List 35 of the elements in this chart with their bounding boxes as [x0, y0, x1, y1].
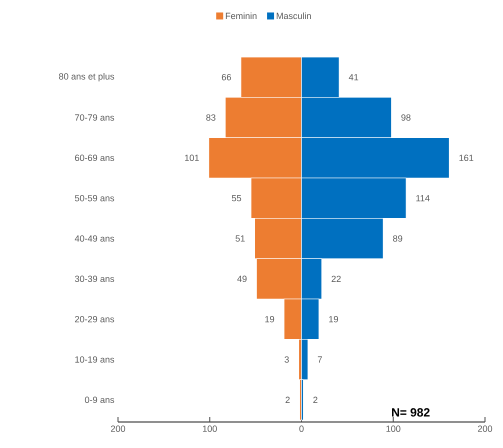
data-label: 161 [459, 154, 474, 162]
y-tick-label: 0-9 ans [84, 396, 114, 404]
legend-label: Masculin [276, 12, 311, 20]
y-tick-label: 80 ans et plus [59, 73, 114, 82]
data-label: 66 [222, 74, 232, 80]
data-label: 2 [286, 396, 290, 403]
y-tick-label: 20-29 ans [75, 316, 114, 322]
y-tick-label: 40-49 ans [74, 235, 114, 242]
x-tick-label: 100 [386, 426, 400, 432]
data-label: 7 [318, 356, 322, 363]
data-label: 55 [232, 195, 242, 202]
y-tick-label: 10-19 ans [75, 356, 114, 363]
annotation: N= 982 [392, 408, 430, 417]
x-tick-label: 0 [299, 426, 304, 432]
data-label: 101 [185, 154, 199, 162]
data-label: 2 [313, 396, 318, 403]
data-label: 98 [401, 114, 411, 121]
x-tick-label: 100 [202, 426, 217, 432]
data-label: 19 [329, 316, 338, 322]
data-label: 89 [393, 235, 402, 242]
y-tick-label: 30-39 ans [74, 276, 114, 282]
x-tick-label: 200 [478, 426, 492, 432]
y-tick-label: 60-69 ans [75, 154, 114, 162]
data-label: 19 [265, 316, 274, 322]
data-label: 49 [237, 276, 247, 282]
legend-label: Feminin [226, 12, 256, 20]
y-tick-label: 50-59 ans [74, 194, 114, 202]
data-label: 22 [332, 276, 341, 282]
data-label: 3 [284, 356, 289, 363]
y-tick-label: 70-79 ans [75, 114, 114, 121]
data-label: 51 [236, 235, 245, 242]
data-label: 114 [416, 195, 430, 202]
x-tick-label: 200 [110, 426, 126, 432]
data-label: 83 [206, 114, 216, 121]
data-label: 41 [348, 74, 358, 80]
